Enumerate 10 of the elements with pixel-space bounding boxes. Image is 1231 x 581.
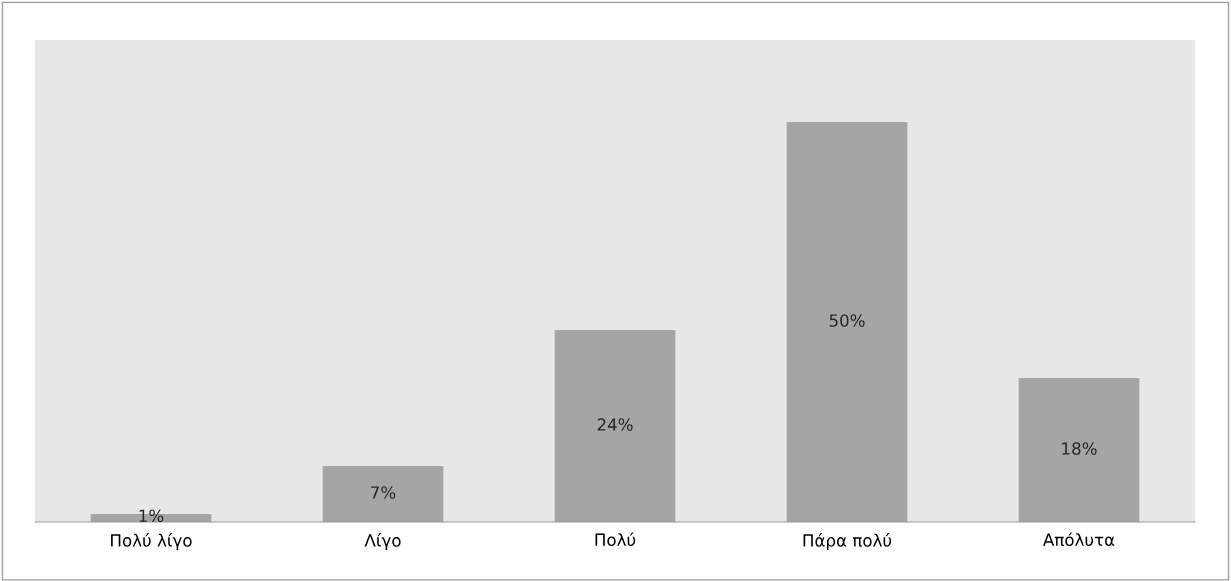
x-tick-label: Πάρα πολύ (803, 533, 892, 550)
x-tick-label: Λίγο (364, 533, 401, 550)
data-label: 24% (597, 418, 633, 431)
x-tick-label: Πολύ λίγο (111, 533, 192, 550)
x-tick-label: Απόλυτα (1043, 532, 1115, 547)
data-label: 7% (371, 486, 396, 499)
data-label: 1% (139, 509, 164, 523)
x-tick-label: Πολύ (595, 532, 636, 547)
data-label: 50% (829, 314, 865, 327)
data-label: 18% (1062, 442, 1097, 455)
